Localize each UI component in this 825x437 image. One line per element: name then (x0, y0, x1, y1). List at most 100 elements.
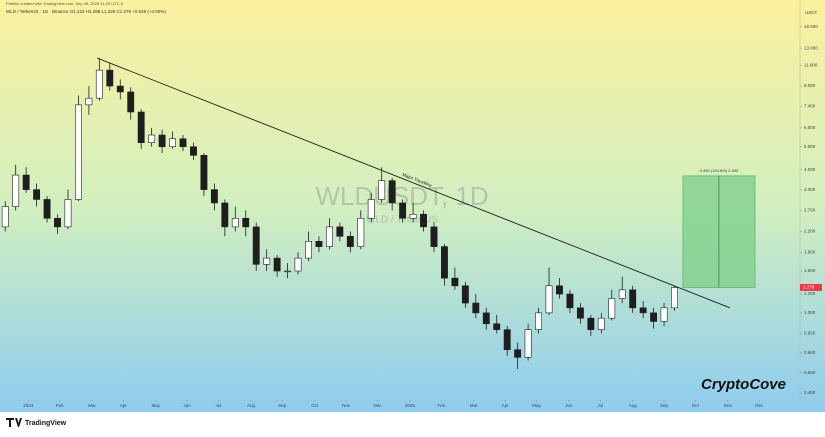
candle-body (158, 134, 166, 148)
x-tick-label: May (152, 403, 161, 408)
y-tick-label: 16.000 (804, 24, 818, 29)
candle-body (472, 302, 480, 314)
x-tick-label: Apr (120, 403, 128, 408)
logo-icon (6, 418, 22, 427)
x-tick-label: Dec (374, 403, 383, 408)
y-tick-label: 0.460 (804, 390, 816, 395)
y-tick-label: 2.700 (804, 208, 816, 213)
candle-body (210, 189, 218, 204)
x-tick-label: Jun (184, 403, 192, 408)
candle-body (95, 69, 103, 99)
candle-body (608, 298, 616, 319)
candle-body (22, 174, 30, 190)
y-tick-label: 7.400 (804, 103, 816, 108)
candle-body (54, 217, 61, 228)
candle-body (242, 217, 250, 228)
x-tick-label: Sep (278, 403, 287, 408)
candle-body (273, 257, 281, 272)
candle-body (148, 134, 156, 143)
candle-body (252, 226, 260, 265)
candle-body (503, 329, 511, 350)
candle-body (420, 213, 427, 228)
candle-body (221, 202, 229, 228)
candle-body (618, 289, 626, 299)
candle-body (556, 285, 563, 295)
candle-body (388, 180, 396, 204)
last-price-tag (800, 283, 822, 291)
candle-body (231, 217, 239, 228)
candle-body (545, 285, 553, 314)
x-tick-label: Jun (565, 403, 573, 408)
footer-bar (0, 412, 825, 432)
candle-body (346, 235, 354, 247)
candle-body (284, 270, 292, 273)
candle-body (336, 226, 344, 237)
candle-body (325, 226, 333, 247)
x-tick-label: 2024 (23, 403, 34, 408)
candle-body (671, 287, 678, 309)
candle-body (409, 213, 417, 219)
candle-body (179, 138, 187, 148)
x-tick-label: Nov (724, 403, 733, 408)
x-tick-label: Oct (311, 403, 319, 408)
x-tick-label: Mar (470, 403, 478, 408)
candle-body (116, 85, 124, 93)
candle-body (137, 111, 145, 143)
x-tick-label: Oct (692, 403, 700, 408)
candle-body (190, 146, 197, 156)
candle-body (263, 257, 271, 265)
y-tick-label: 11.000 (804, 63, 818, 68)
x-tick-label: Jul (216, 403, 222, 408)
x-tick-label: Jul (597, 403, 603, 408)
brand: CryptoCove (701, 376, 786, 393)
y-tick-label: 2.200 (804, 229, 816, 234)
y-tick-label: 0.560 (804, 370, 816, 375)
y-tick-label: 0.680 (804, 350, 816, 355)
y-unit: USDT (805, 10, 818, 15)
x-tick-label: Apr (502, 403, 510, 408)
candle-body (357, 217, 365, 247)
candle-body (64, 199, 72, 228)
footer-logo: TradingView (25, 420, 67, 427)
y-tick-label: 9.000 (804, 83, 816, 88)
candle-body (535, 312, 542, 330)
candle-body (451, 277, 459, 287)
candle-body (576, 307, 584, 319)
candle-body (127, 91, 135, 113)
candle-body (378, 180, 386, 200)
candle-body (315, 241, 323, 247)
x-tick-label: Nov (342, 403, 351, 408)
candle-body (106, 69, 114, 87)
x-tick-label: Feb (437, 403, 445, 408)
y-tick-label: 3.300 (804, 187, 816, 192)
candle-body (85, 97, 93, 106)
candle-body (493, 323, 501, 330)
x-tick-label: Feb (56, 403, 64, 408)
x-tick-label: Mar (88, 403, 96, 408)
candle-body (587, 317, 595, 330)
y-tick-label: 1.500 (804, 268, 816, 273)
candle-body (650, 312, 658, 322)
y-tick-label: 1.000 (804, 310, 816, 315)
candle-body (514, 349, 522, 358)
candle-body (294, 257, 302, 272)
candle-body (169, 138, 176, 148)
candle-body (367, 199, 375, 219)
candle-body (12, 174, 20, 207)
x-tick-label: Aug (629, 403, 638, 408)
candle-body (200, 155, 208, 190)
candle-body (74, 104, 82, 200)
trendline (97, 57, 731, 309)
x-tick-label: Dec (755, 403, 764, 408)
candle-body (660, 307, 668, 322)
y-tick-label: 1.200 (804, 291, 816, 296)
y-tick-label: 0.820 (804, 331, 816, 336)
candle-body (524, 329, 532, 358)
candle-body (629, 289, 637, 309)
y-tick-label: 4.000 (804, 167, 816, 172)
candle-body (461, 285, 469, 304)
candle-body (305, 241, 312, 259)
candle-body (441, 246, 448, 279)
